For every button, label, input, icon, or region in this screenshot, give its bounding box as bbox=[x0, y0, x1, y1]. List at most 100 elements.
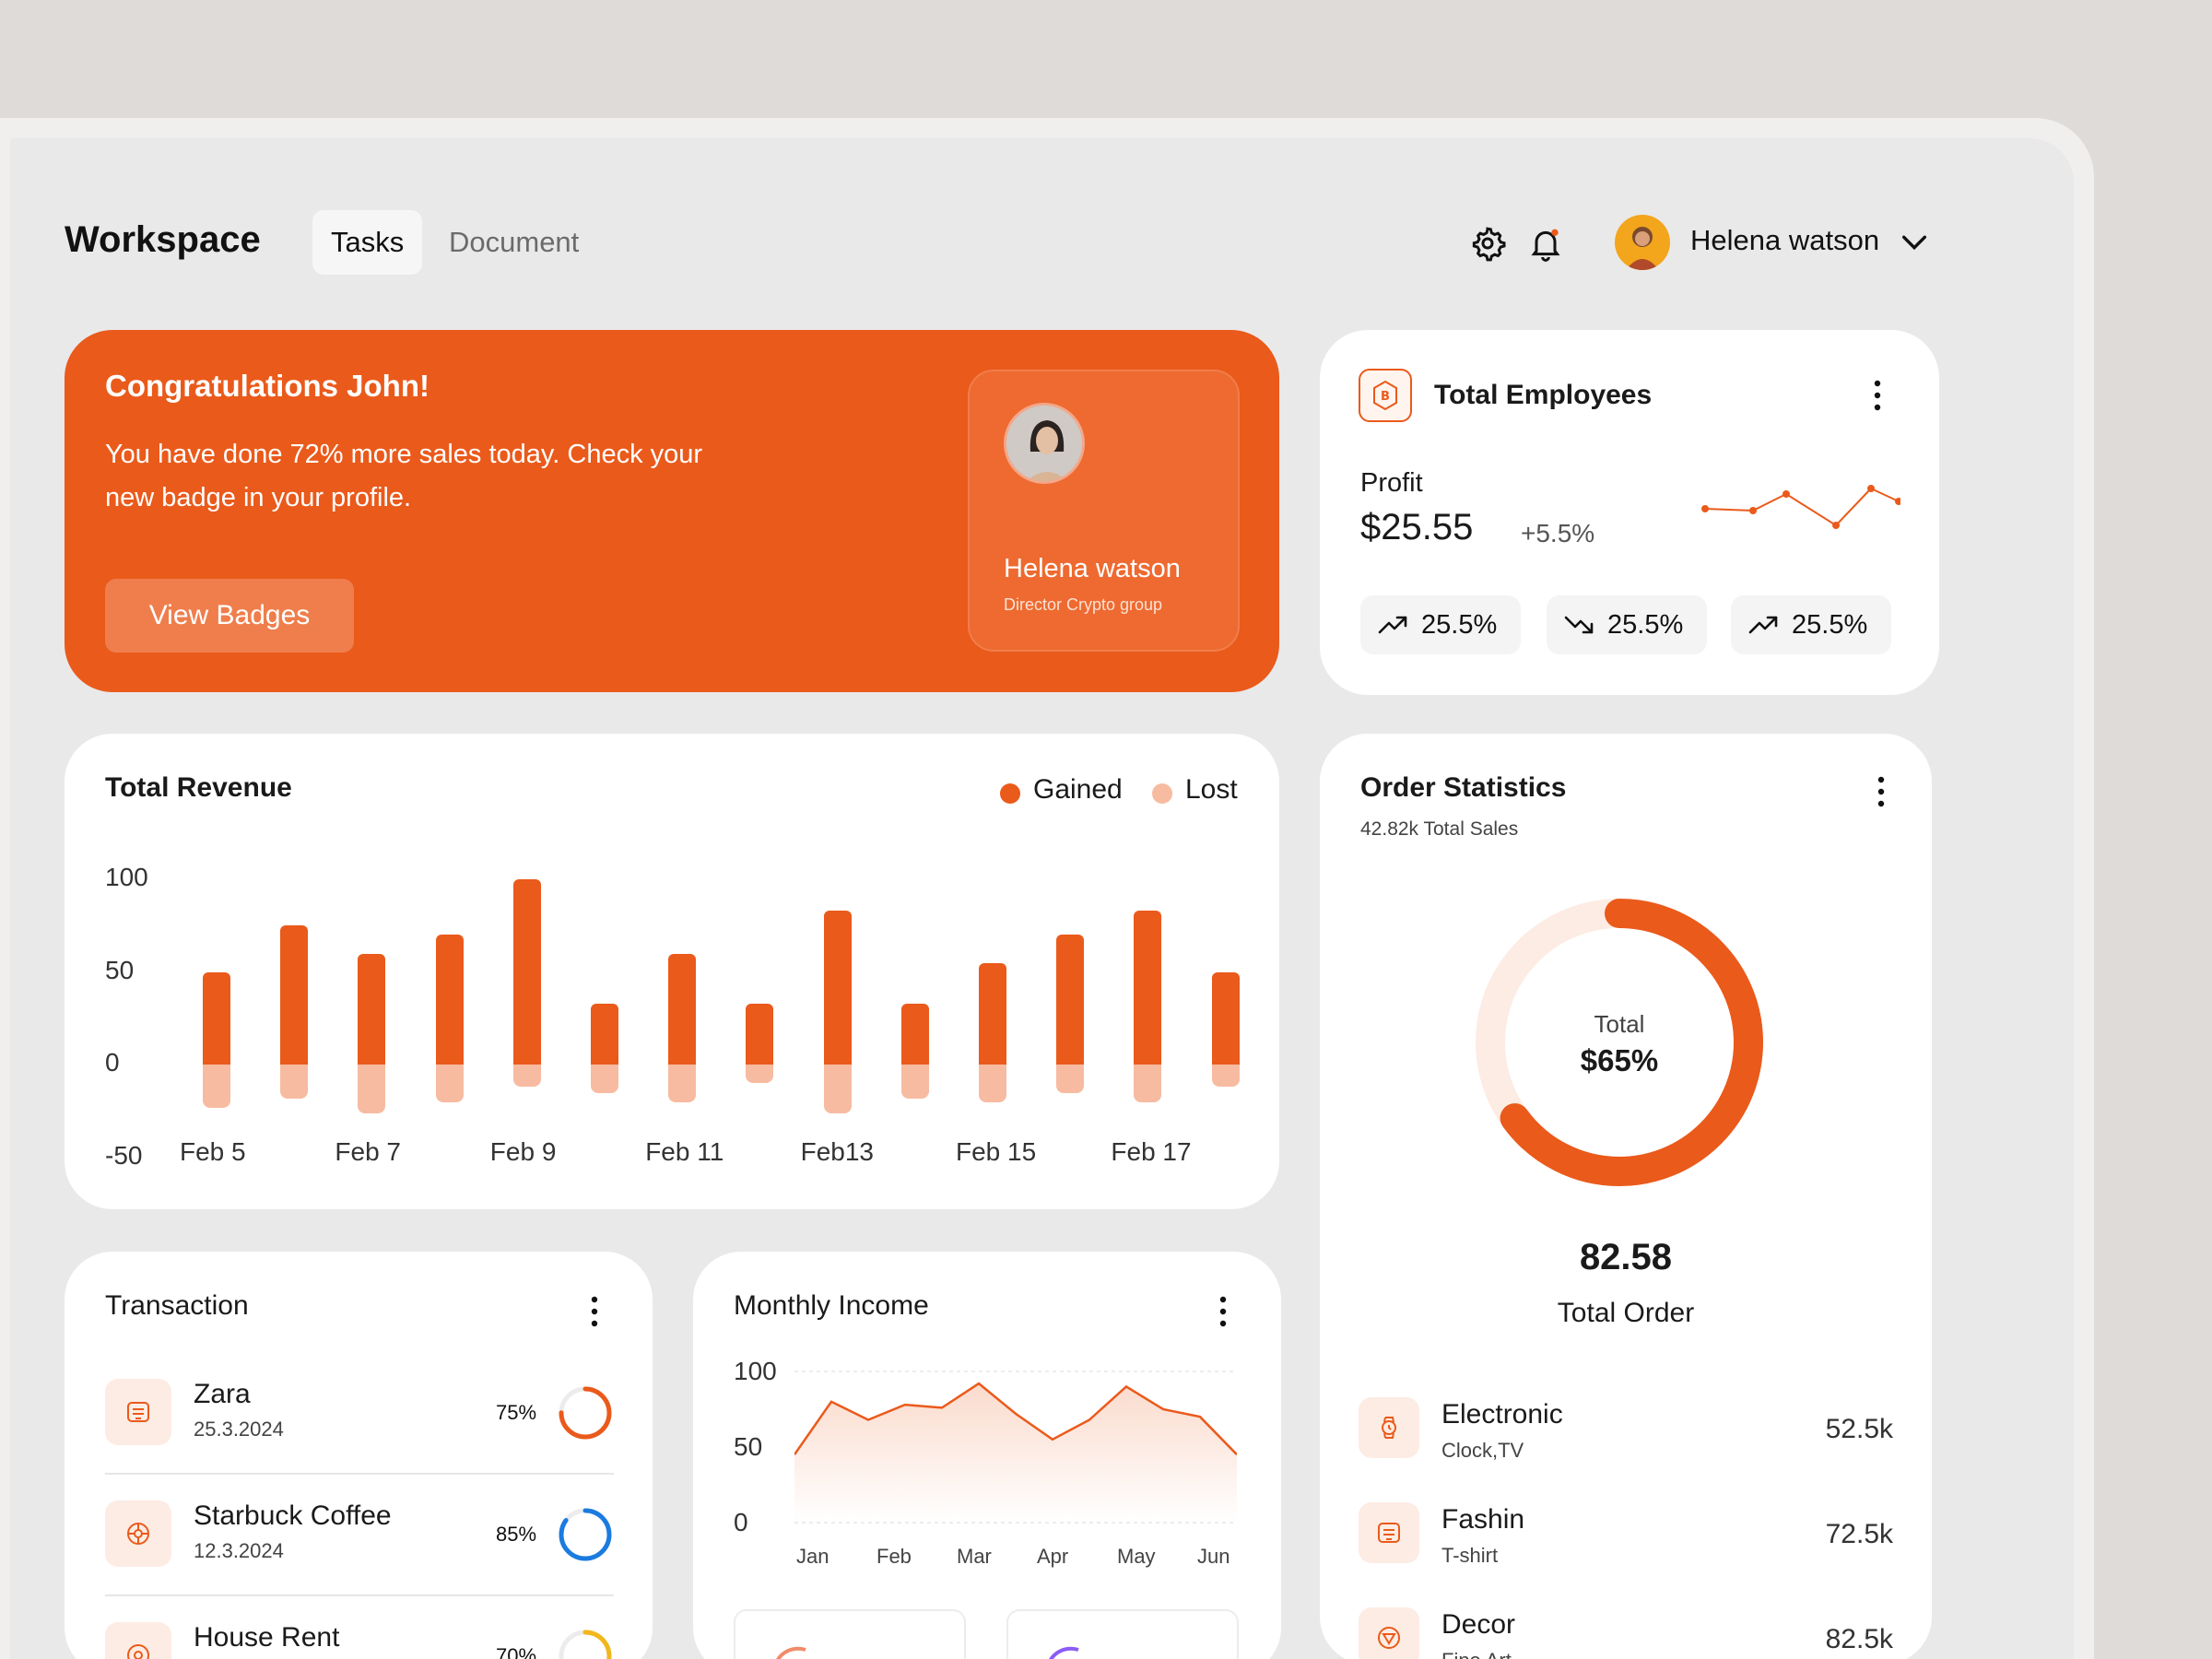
x-tick-label: Feb13 bbox=[800, 1137, 874, 1166]
transaction-progress-ring bbox=[559, 1386, 612, 1440]
y-tick-label: 100 bbox=[734, 1357, 777, 1385]
transaction-date: 25.3.2024 bbox=[194, 1418, 284, 1441]
bar-gained[interactable] bbox=[1211, 971, 1240, 1065]
bar-gained[interactable] bbox=[591, 1003, 618, 1065]
kebab-menu-icon[interactable] bbox=[590, 1296, 599, 1327]
bar-gained[interactable] bbox=[1056, 935, 1085, 1065]
kebab-menu-icon[interactable] bbox=[1218, 1296, 1228, 1327]
bar-lost[interactable] bbox=[512, 1065, 541, 1088]
bar-gained[interactable] bbox=[435, 935, 464, 1065]
transaction-percent: 85% bbox=[496, 1523, 537, 1546]
bar-gained[interactable] bbox=[900, 1003, 929, 1065]
app-brand: Workspace bbox=[65, 219, 261, 260]
bar-gained[interactable] bbox=[512, 879, 541, 1065]
profile-name: Helena watson bbox=[1004, 554, 1181, 583]
view-badges-button[interactable]: View Badges bbox=[105, 579, 354, 653]
bar-gained[interactable] bbox=[358, 953, 386, 1065]
profit-change: +5.5% bbox=[1521, 519, 1595, 547]
category-icon-box bbox=[1359, 1397, 1419, 1458]
category-name: Decor bbox=[1441, 1609, 1516, 1640]
bar-lost[interactable] bbox=[823, 1065, 852, 1113]
x-tick-label: Jun bbox=[1197, 1545, 1230, 1568]
total-employees-card: B Total Employees Profit $25.55 +5.5% 25… bbox=[1320, 330, 1939, 695]
transaction-icon-box bbox=[105, 1622, 171, 1659]
donut-arc bbox=[1476, 899, 1763, 1186]
transaction-title: Transaction bbox=[105, 1290, 249, 1321]
monthly-income-chart bbox=[794, 1371, 1237, 1524]
bar-lost[interactable] bbox=[1056, 1065, 1085, 1093]
order-statistics-card: Order Statistics 42.82k Total Sales Tota… bbox=[1320, 734, 1932, 1659]
bar-lost[interactable] bbox=[1211, 1065, 1240, 1088]
bitcoin-icon: B bbox=[1359, 369, 1412, 422]
category-name: Electronic bbox=[1441, 1399, 1563, 1430]
bar-lost[interactable] bbox=[746, 1065, 774, 1084]
profile-card[interactable]: Helena watson Director Crypto group bbox=[968, 370, 1240, 652]
monthly-income-card: Monthly Income 100 50 0 Jan Feb Mar Apr May Jun bbox=[693, 1252, 1281, 1659]
bar-lost[interactable] bbox=[591, 1065, 618, 1093]
kebab-menu-icon[interactable] bbox=[1877, 776, 1886, 807]
congrats-text: You have done 72% more sales today. Chec… bbox=[105, 440, 703, 512]
transaction-card: Transaction Zara 25.3.2024 75% Starbuck … bbox=[65, 1252, 653, 1659]
legend-lost-dot bbox=[1152, 783, 1172, 804]
category-value: 52.5k bbox=[1825, 1414, 1893, 1444]
bar-gained[interactable] bbox=[280, 925, 309, 1065]
category-sub: T-shirt bbox=[1441, 1544, 1499, 1567]
transaction-percent: 70% bbox=[496, 1644, 537, 1659]
tab-tasks[interactable]: Tasks bbox=[312, 210, 423, 275]
bell-icon[interactable] bbox=[1527, 225, 1564, 262]
bar-gained[interactable] bbox=[979, 962, 1006, 1065]
bar-lost[interactable] bbox=[435, 1065, 464, 1102]
employees-title: Total Employees bbox=[1434, 380, 1653, 410]
category-name: Fashin bbox=[1441, 1504, 1525, 1535]
transaction-percent: 75% bbox=[496, 1401, 537, 1424]
chevron-down-icon[interactable] bbox=[1899, 230, 1930, 254]
bar-lost[interactable] bbox=[280, 1065, 309, 1099]
monthly-income-title: Monthly Income bbox=[734, 1290, 929, 1321]
bar-gained[interactable] bbox=[823, 911, 852, 1065]
divider bbox=[105, 1473, 614, 1475]
total-revenue-card: Total Revenue Gained Lost 100 50 0 -50 Feb … bbox=[65, 734, 1279, 1209]
x-tick-label: Feb 5 bbox=[180, 1137, 246, 1166]
bar-gained[interactable] bbox=[1134, 911, 1162, 1065]
kebab-menu-icon[interactable] bbox=[1873, 380, 1882, 411]
transaction-date: 12.3.2024 bbox=[194, 1539, 284, 1562]
trend-chip-value: 25.5% bbox=[1421, 610, 1498, 640]
mini-stat-card[interactable] bbox=[1006, 1609, 1239, 1659]
profile-role: Director Crypto group bbox=[1004, 595, 1163, 614]
trend-down-icon bbox=[1564, 616, 1594, 634]
x-tick-label: May bbox=[1117, 1545, 1156, 1568]
mini-stat-card[interactable] bbox=[734, 1609, 966, 1659]
store-icon bbox=[127, 1402, 149, 1422]
trend-chip-2[interactable]: 25.5% bbox=[1547, 595, 1707, 654]
legend-gained[interactable]: Gained bbox=[1033, 774, 1123, 805]
bar-lost[interactable] bbox=[203, 1065, 230, 1108]
y-tick-label: 0 bbox=[734, 1508, 748, 1536]
bar-gained[interactable] bbox=[203, 971, 230, 1065]
category-icon-box bbox=[1359, 1502, 1419, 1563]
income-area bbox=[794, 1383, 1237, 1523]
total-order-label: Total Order bbox=[1557, 1298, 1695, 1328]
user-avatar[interactable] bbox=[1615, 215, 1670, 270]
category-sub: Fine Art bbox=[1441, 1649, 1512, 1659]
bar-gained[interactable] bbox=[668, 953, 697, 1065]
bar-lost[interactable] bbox=[358, 1065, 386, 1113]
profit-label: Profit bbox=[1360, 468, 1423, 498]
trend-chip-value: 25.5% bbox=[1607, 610, 1684, 640]
trend-chip-1[interactable]: 25.5% bbox=[1360, 595, 1521, 654]
tab-document[interactable]: Document bbox=[449, 226, 580, 258]
y-tick-label: 0 bbox=[105, 1048, 120, 1077]
coffee-icon bbox=[127, 1523, 149, 1545]
congrats-title: Congratulations John! bbox=[105, 369, 429, 403]
bar-lost[interactable] bbox=[668, 1065, 697, 1102]
x-tick-label: Jan bbox=[796, 1545, 830, 1568]
trend-chip-3[interactable]: 25.5% bbox=[1731, 595, 1891, 654]
bar-lost[interactable] bbox=[1134, 1065, 1162, 1102]
ring-arc bbox=[559, 1630, 612, 1659]
user-name[interactable]: Helena watson bbox=[1690, 224, 1880, 256]
bar-lost[interactable] bbox=[900, 1065, 929, 1099]
bar-gained[interactable] bbox=[746, 1003, 774, 1065]
divider bbox=[105, 1594, 614, 1596]
bar-lost[interactable] bbox=[979, 1065, 1006, 1102]
legend-lost[interactable]: Lost bbox=[1185, 774, 1238, 805]
gear-icon[interactable] bbox=[1469, 225, 1506, 262]
